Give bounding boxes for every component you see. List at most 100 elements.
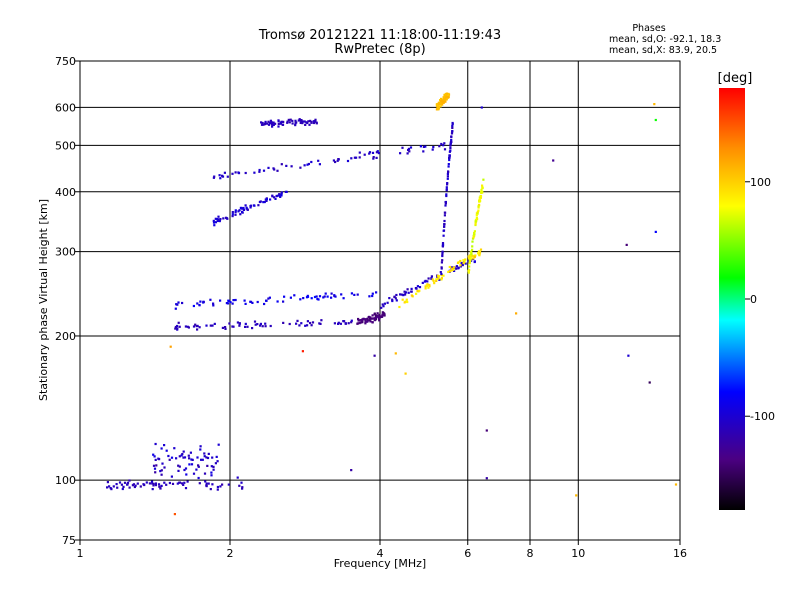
data-point bbox=[301, 350, 304, 353]
data-point bbox=[232, 299, 235, 302]
data-point bbox=[394, 297, 397, 300]
data-point bbox=[427, 286, 430, 289]
data-point bbox=[453, 266, 456, 269]
data-point bbox=[382, 305, 385, 308]
data-point bbox=[202, 300, 205, 304]
data-point bbox=[470, 250, 473, 253]
y-tick-label: 600 bbox=[55, 101, 76, 114]
data-point bbox=[358, 319, 361, 322]
data-point bbox=[443, 214, 446, 217]
data-point bbox=[372, 317, 375, 320]
data-point bbox=[442, 97, 445, 100]
data-point bbox=[244, 204, 247, 207]
data-point bbox=[224, 327, 227, 330]
data-point bbox=[224, 216, 228, 219]
data-point bbox=[304, 324, 307, 327]
data-point bbox=[112, 485, 115, 488]
data-point bbox=[324, 292, 327, 295]
data-point bbox=[478, 252, 481, 255]
data-point bbox=[474, 220, 477, 223]
data-point bbox=[286, 121, 289, 124]
data-point bbox=[386, 301, 389, 304]
data-point bbox=[196, 328, 199, 331]
data-point bbox=[212, 302, 215, 305]
data-point bbox=[437, 106, 440, 109]
data-point bbox=[231, 172, 234, 175]
data-point bbox=[197, 465, 200, 468]
data-point bbox=[371, 321, 374, 324]
data-point bbox=[653, 103, 656, 106]
data-point bbox=[223, 171, 226, 174]
data-point bbox=[120, 483, 123, 486]
data-point bbox=[474, 223, 477, 227]
data-point bbox=[139, 485, 142, 488]
data-point bbox=[336, 159, 339, 162]
data-point bbox=[481, 184, 484, 187]
data-point bbox=[239, 213, 242, 216]
data-point bbox=[366, 317, 369, 320]
data-point bbox=[441, 254, 444, 258]
data-point bbox=[410, 290, 413, 293]
data-point bbox=[246, 325, 249, 328]
data-point bbox=[303, 164, 306, 167]
data-point bbox=[333, 322, 336, 325]
data-point bbox=[330, 292, 333, 295]
data-point bbox=[440, 99, 443, 102]
data-point bbox=[276, 169, 279, 172]
data-point bbox=[472, 257, 475, 260]
data-point bbox=[148, 482, 151, 485]
data-point bbox=[236, 476, 239, 479]
data-point bbox=[241, 486, 244, 489]
data-point bbox=[182, 456, 185, 459]
data-point bbox=[403, 301, 406, 304]
data-point bbox=[204, 480, 207, 483]
data-point bbox=[244, 325, 247, 328]
data-point bbox=[437, 102, 440, 105]
data-point bbox=[407, 147, 411, 150]
data-point bbox=[217, 218, 220, 221]
data-point bbox=[441, 253, 444, 256]
data-point bbox=[191, 458, 194, 461]
data-point bbox=[381, 314, 384, 317]
data-point bbox=[468, 265, 471, 268]
data-point bbox=[442, 99, 445, 102]
data-point bbox=[238, 324, 241, 327]
data-point bbox=[199, 300, 202, 303]
data-point bbox=[165, 449, 168, 452]
data-point bbox=[210, 471, 213, 474]
data-point bbox=[279, 122, 282, 125]
data-point bbox=[203, 452, 206, 455]
data-point bbox=[154, 442, 157, 446]
data-point bbox=[451, 130, 454, 133]
data-point bbox=[464, 262, 467, 265]
data-point bbox=[263, 302, 266, 306]
data-point bbox=[450, 138, 453, 142]
data-point bbox=[423, 280, 426, 283]
data-point bbox=[442, 229, 446, 232]
data-point bbox=[375, 151, 378, 154]
data-point bbox=[213, 322, 216, 325]
data-point bbox=[361, 318, 364, 321]
data-point bbox=[440, 272, 443, 276]
data-point bbox=[152, 484, 155, 487]
data-point bbox=[118, 481, 122, 484]
data-point bbox=[251, 301, 254, 304]
data-point bbox=[471, 237, 475, 240]
data-point bbox=[447, 92, 450, 95]
data-point bbox=[197, 476, 200, 480]
data-point bbox=[234, 211, 237, 214]
data-point bbox=[280, 194, 283, 197]
data-point bbox=[457, 267, 460, 270]
data-point bbox=[198, 326, 201, 329]
data-point bbox=[259, 324, 262, 327]
data-point bbox=[446, 183, 449, 186]
data-point bbox=[212, 176, 215, 179]
data-point bbox=[337, 158, 340, 161]
data-point bbox=[415, 287, 418, 290]
data-point bbox=[471, 248, 474, 251]
data-point bbox=[473, 231, 476, 235]
data-point bbox=[309, 321, 312, 325]
data-point bbox=[290, 165, 293, 168]
data-point bbox=[192, 304, 195, 308]
data-point bbox=[364, 322, 367, 325]
